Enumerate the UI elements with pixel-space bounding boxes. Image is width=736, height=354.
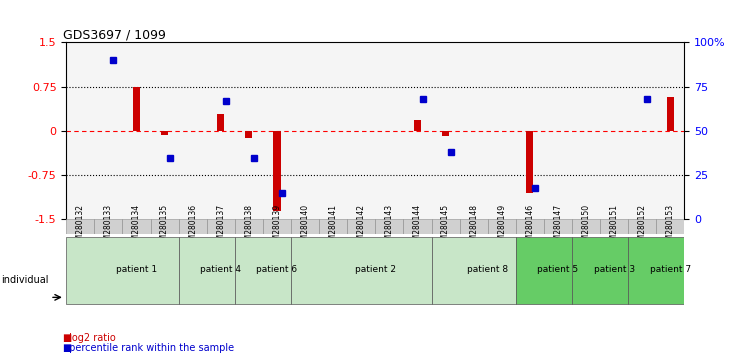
Bar [516, 219, 544, 234]
Bar [66, 237, 179, 304]
Bar [291, 219, 319, 234]
Bar [488, 219, 516, 234]
Bar [431, 237, 516, 304]
Text: GSM280153: GSM280153 [666, 204, 675, 250]
Text: individual: individual [1, 275, 49, 285]
Text: GSM280135: GSM280135 [160, 204, 169, 250]
Text: GSM280151: GSM280151 [609, 204, 619, 250]
Text: GSM280149: GSM280149 [498, 204, 506, 250]
Bar [460, 219, 488, 234]
Bar [274, 131, 280, 211]
Bar [414, 120, 421, 131]
Text: patient 5: patient 5 [537, 265, 578, 274]
Text: GSM280134: GSM280134 [132, 204, 141, 250]
Text: patient 4: patient 4 [200, 265, 241, 274]
Text: GSM280136: GSM280136 [188, 204, 197, 250]
Text: patient 1: patient 1 [116, 265, 157, 274]
Text: patient 7: patient 7 [650, 265, 691, 274]
Bar [347, 219, 375, 234]
Bar [572, 237, 629, 304]
Text: GSM280132: GSM280132 [76, 204, 85, 250]
Bar [66, 219, 94, 234]
Bar [235, 219, 263, 234]
Bar [600, 219, 629, 234]
Bar [516, 237, 572, 304]
Text: ■: ■ [63, 333, 72, 343]
Text: patient 8: patient 8 [467, 265, 509, 274]
Text: patient 6: patient 6 [256, 265, 297, 274]
Bar [629, 219, 657, 234]
Bar [375, 219, 403, 234]
Text: GSM280147: GSM280147 [553, 204, 562, 250]
Text: GSM280138: GSM280138 [244, 204, 253, 250]
Bar [629, 237, 684, 304]
Bar [133, 87, 140, 131]
Text: GSM280142: GSM280142 [357, 204, 366, 250]
Bar [207, 219, 235, 234]
Bar [94, 219, 122, 234]
Text: percentile rank within the sample: percentile rank within the sample [66, 343, 234, 353]
Bar [263, 219, 291, 234]
Text: GSM280146: GSM280146 [526, 204, 534, 250]
Bar [179, 237, 235, 304]
Text: GSM280152: GSM280152 [638, 204, 647, 250]
Bar [403, 219, 431, 234]
Bar [657, 219, 684, 234]
Bar [544, 219, 572, 234]
Text: GSM280140: GSM280140 [300, 204, 310, 250]
Text: patient 3: patient 3 [594, 265, 634, 274]
Text: GSM280137: GSM280137 [216, 204, 225, 250]
Bar [235, 237, 291, 304]
Text: log2 ratio: log2 ratio [66, 333, 116, 343]
Bar [217, 114, 224, 131]
Text: GSM280139: GSM280139 [272, 204, 281, 250]
Bar [151, 219, 179, 234]
Text: ■: ■ [63, 343, 72, 353]
Text: GSM280145: GSM280145 [441, 204, 450, 250]
Text: GSM280148: GSM280148 [470, 204, 478, 250]
Text: GSM280143: GSM280143 [385, 204, 394, 250]
Bar [122, 219, 151, 234]
Bar [442, 131, 449, 136]
Text: GSM280144: GSM280144 [413, 204, 422, 250]
Bar [319, 219, 347, 234]
Bar [179, 219, 207, 234]
Text: GSM280150: GSM280150 [581, 204, 590, 250]
Bar [245, 131, 252, 138]
Bar [431, 219, 460, 234]
Bar [572, 219, 600, 234]
Bar [291, 237, 431, 304]
Text: GSM280141: GSM280141 [329, 204, 338, 250]
Text: patient 2: patient 2 [355, 265, 396, 274]
Bar [161, 131, 168, 135]
Text: GSM280133: GSM280133 [104, 204, 113, 250]
Text: GDS3697 / 1099: GDS3697 / 1099 [63, 28, 166, 41]
Bar [667, 97, 674, 131]
Bar [526, 131, 534, 193]
